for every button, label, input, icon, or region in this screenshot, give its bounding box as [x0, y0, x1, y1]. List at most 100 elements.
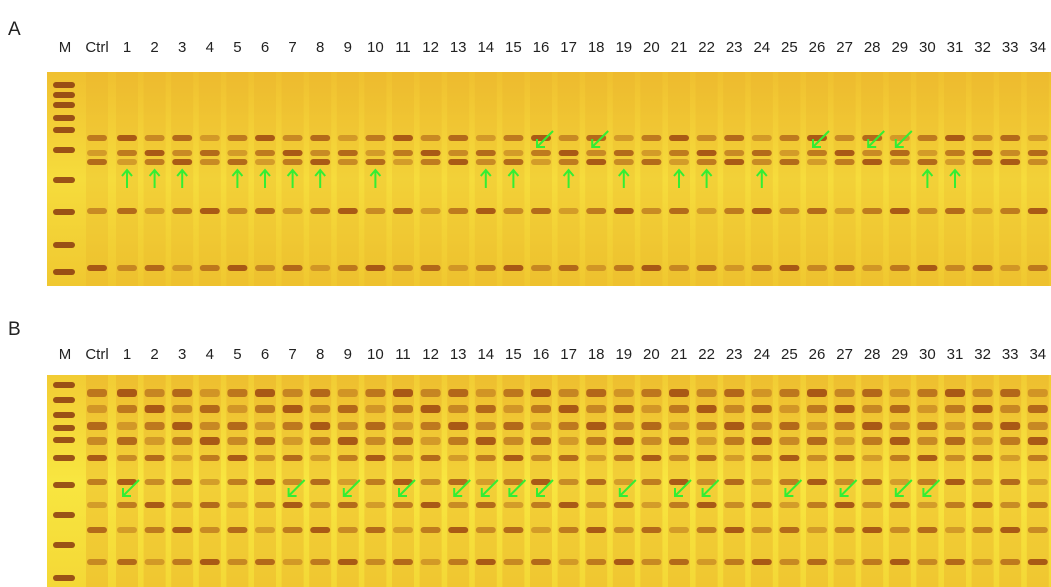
- lane-label: 23: [726, 346, 743, 363]
- band: [697, 405, 717, 413]
- band: [200, 422, 220, 430]
- lane-label: 10: [367, 39, 384, 56]
- band: [117, 265, 137, 271]
- band: [559, 559, 579, 565]
- band: [752, 135, 772, 141]
- band: [145, 150, 165, 156]
- lane-label: 13: [450, 39, 467, 56]
- band: [448, 208, 468, 214]
- band: [641, 502, 661, 508]
- band: [586, 265, 606, 271]
- band: [1000, 150, 1020, 156]
- band: [835, 159, 855, 165]
- lane-label: 5: [233, 39, 241, 56]
- band: [200, 437, 220, 445]
- band: [973, 150, 993, 156]
- band: [117, 150, 137, 156]
- band: [393, 208, 413, 214]
- band: [862, 455, 882, 461]
- band: [200, 455, 220, 461]
- band: [310, 159, 330, 165]
- band: [779, 389, 799, 397]
- band: [200, 405, 220, 413]
- band: [835, 559, 855, 565]
- band: [614, 455, 634, 461]
- lane-label: 28: [864, 346, 881, 363]
- band: [1028, 265, 1048, 271]
- band: [310, 389, 330, 397]
- lane-label: 26: [809, 39, 826, 56]
- band: [669, 405, 689, 413]
- band: [752, 437, 772, 445]
- band: [917, 437, 937, 445]
- lane-label: 6: [261, 346, 269, 363]
- band: [421, 437, 441, 445]
- band: [393, 422, 413, 430]
- band: [172, 208, 192, 214]
- band: [145, 479, 165, 485]
- band: [1028, 208, 1048, 214]
- band: [503, 389, 523, 397]
- band: [1028, 527, 1048, 533]
- lane: [585, 72, 607, 286]
- band: [862, 150, 882, 156]
- band: [614, 208, 634, 214]
- band: [255, 389, 275, 397]
- band: [310, 208, 330, 214]
- band: [586, 455, 606, 461]
- band: [87, 405, 107, 413]
- band: [310, 527, 330, 533]
- band: [641, 405, 661, 413]
- band: [393, 527, 413, 533]
- band: [917, 559, 937, 565]
- lane-label: 17: [560, 39, 577, 56]
- band: [945, 502, 965, 508]
- band: [752, 422, 772, 430]
- band: [917, 502, 937, 508]
- band: [1028, 502, 1048, 508]
- band: [945, 150, 965, 156]
- band: [586, 159, 606, 165]
- band: [117, 422, 137, 430]
- band: [503, 150, 523, 156]
- band: [1028, 479, 1048, 485]
- band: [614, 437, 634, 445]
- band: [641, 208, 661, 214]
- band: [862, 159, 882, 165]
- band: [255, 208, 275, 214]
- band: [227, 479, 247, 485]
- lane-label: 29: [891, 39, 908, 56]
- lane: [640, 72, 662, 286]
- band: [421, 135, 441, 141]
- band: [255, 159, 275, 165]
- lane-label: 33: [1002, 39, 1019, 56]
- lane-label: 11: [395, 346, 411, 363]
- band: [393, 265, 413, 271]
- band: [421, 389, 441, 397]
- lane: [1027, 72, 1049, 286]
- band: [393, 150, 413, 156]
- band: [87, 437, 107, 445]
- lane-label: 25: [781, 39, 798, 56]
- band: [531, 265, 551, 271]
- band: [807, 159, 827, 165]
- band: [145, 135, 165, 141]
- band: [669, 389, 689, 397]
- lane-label: 10: [367, 346, 384, 363]
- lane-label: 17: [560, 346, 577, 363]
- lane-label: 27: [836, 39, 853, 56]
- lane-label: 14: [477, 346, 494, 363]
- band: [503, 135, 523, 141]
- band: [421, 502, 441, 508]
- band: [310, 405, 330, 413]
- band: [117, 437, 137, 445]
- band: [503, 455, 523, 461]
- band: [752, 479, 772, 485]
- band: [365, 389, 385, 397]
- lane-label: 18: [588, 346, 605, 363]
- band: [1028, 405, 1048, 413]
- band: [641, 135, 661, 141]
- lane-label: 16: [533, 39, 550, 56]
- band: [448, 422, 468, 430]
- band: [917, 389, 937, 397]
